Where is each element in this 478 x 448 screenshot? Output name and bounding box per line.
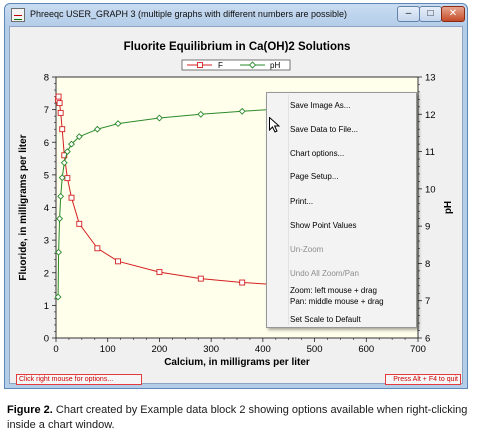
x-tick-label: 100	[100, 344, 116, 355]
legend: F pH	[181, 59, 291, 71]
chart-title: Fluorite Equilibrium in Ca(OH)2 Solution…	[124, 41, 351, 53]
y-tick-label: 1	[44, 301, 49, 312]
y-tick-label: 3	[44, 236, 49, 247]
legend-box	[181, 59, 291, 71]
menu-item-print[interactable]: Print...	[290, 197, 314, 206]
x-tick-label: 300	[203, 344, 219, 355]
legend-marker-ph	[248, 61, 257, 69]
series-point-ph	[75, 133, 83, 141]
y-tick-label: 0	[44, 334, 49, 345]
caption-text: Chart created by Example data block 2 sh…	[7, 404, 468, 431]
axes: 0 100 200 300 400 500 600 700012345678678910111…	[44, 73, 436, 356]
series-point-f	[55, 93, 62, 100]
menu-item-page-setup[interactable]: Page Setup...	[290, 172, 339, 181]
menu-item-zoom-hint: Zoom: left mouse + drag	[290, 286, 377, 295]
series-point-f	[156, 269, 163, 276]
series-point-f	[115, 258, 122, 265]
menu-item-pan-hint: Pan: middle mouse + drag	[290, 297, 384, 306]
y2-tick-label: 6	[425, 334, 430, 345]
series-point-f	[68, 194, 75, 201]
chart-window: Phreeqc USER_GRAPH 3 (multiple graphs wi…	[4, 3, 468, 389]
series-point-ph	[58, 174, 66, 182]
y2-tick-label: 12	[425, 110, 436, 121]
y2-tick-label: 11	[425, 147, 435, 158]
menu-item-chart-options[interactable]: Chart options...	[290, 149, 345, 158]
series-point-ph	[60, 159, 68, 167]
y-tick-label: 2	[44, 268, 49, 279]
series-point-f	[94, 245, 101, 252]
x-axis-label: Calcium, in milligrams per liter	[164, 357, 310, 368]
x-tick-label: 600	[358, 344, 374, 355]
series-point-ph	[155, 114, 163, 122]
series-point-ph	[114, 120, 122, 128]
legend-label-f: F	[218, 61, 223, 70]
menu-item-un-zoom[interactable]: Un-Zoom	[290, 245, 324, 254]
caption-label: Figure 2.	[7, 404, 53, 416]
y-tick-label: 7	[44, 105, 49, 116]
app-chart-icon[interactable]	[11, 8, 25, 22]
x-tick-label: 400	[255, 344, 271, 355]
menu-item-save-image[interactable]: Save Image As...	[290, 101, 351, 110]
series-point-f	[76, 220, 83, 227]
status-hint-left: Click right mouse for options...	[16, 374, 142, 385]
y2-tick-label: 9	[425, 222, 430, 233]
x-tick-label: 200	[151, 344, 167, 355]
context-menu[interactable]: Save Image As... Save Data to File... Ch…	[266, 92, 417, 328]
series-point-f	[239, 279, 246, 286]
y-tick-label: 6	[44, 138, 49, 149]
series-point-ph	[68, 140, 75, 148]
title-bar[interactable]: Phreeqc USER_GRAPH 3 (multiple graphs wi…	[5, 4, 467, 26]
series-point-ph	[238, 107, 246, 115]
y2-tick-label: 8	[425, 259, 430, 270]
status-hint-right: Press Alt + F4 to quit	[385, 374, 461, 385]
series-point-f	[64, 175, 71, 182]
y-tick-label: 8	[44, 73, 49, 84]
y-tick-label: 4	[44, 203, 49, 214]
y2-tick-label: 13	[425, 73, 436, 84]
figure-caption: Figure 2. Chart created by Example data …	[7, 403, 475, 433]
series-point-f	[59, 126, 66, 133]
x-tick-label: 700	[410, 344, 426, 355]
legend-label-ph: pH	[270, 61, 280, 70]
menu-gutter	[288, 95, 289, 325]
y2-tick-label: 7	[425, 296, 430, 307]
legend-marker-f	[197, 62, 203, 68]
menu-item-set-scale-default[interactable]: Set Scale to Default	[290, 315, 361, 324]
series-point-f	[57, 109, 64, 116]
series-point-ph	[197, 110, 205, 118]
series-point-ph	[57, 192, 65, 200]
menu-item-save-data[interactable]: Save Data to File...	[290, 125, 359, 134]
y2-axis-label: pH	[443, 201, 454, 214]
series-point-f	[197, 275, 204, 282]
minimize-button[interactable]: –	[397, 6, 420, 22]
x-tick-label: 500	[307, 344, 323, 355]
series-point-ph	[55, 248, 63, 256]
y-axis-label: Fluoride, in milligrams per liter	[18, 134, 29, 280]
series-layer	[54, 93, 287, 301]
series-point-ph	[63, 148, 71, 156]
window-title: Phreeqc USER_GRAPH 3 (multiple graphs wi…	[30, 9, 347, 19]
close-button[interactable]: ✕	[441, 6, 465, 22]
y-tick-label: 5	[44, 170, 49, 181]
y2-tick-label: 10	[425, 184, 436, 195]
x-tick-label: 0	[53, 344, 58, 355]
mouse-pointer-icon	[269, 117, 280, 133]
series-point-ph	[56, 215, 64, 223]
series-point-ph	[93, 125, 101, 133]
menu-item-undo-all-zoom[interactable]: Undo All Zoom/Pan	[290, 269, 359, 278]
series-point-f	[56, 100, 63, 107]
chart-area[interactable]: Fluorite Equilibrium in Ca(OH)2 Solution…	[9, 26, 463, 385]
maximize-button[interactable]: □	[419, 6, 442, 22]
series-point-ph	[54, 293, 62, 301]
menu-item-show-point-values[interactable]: Show Point Values	[290, 221, 357, 230]
